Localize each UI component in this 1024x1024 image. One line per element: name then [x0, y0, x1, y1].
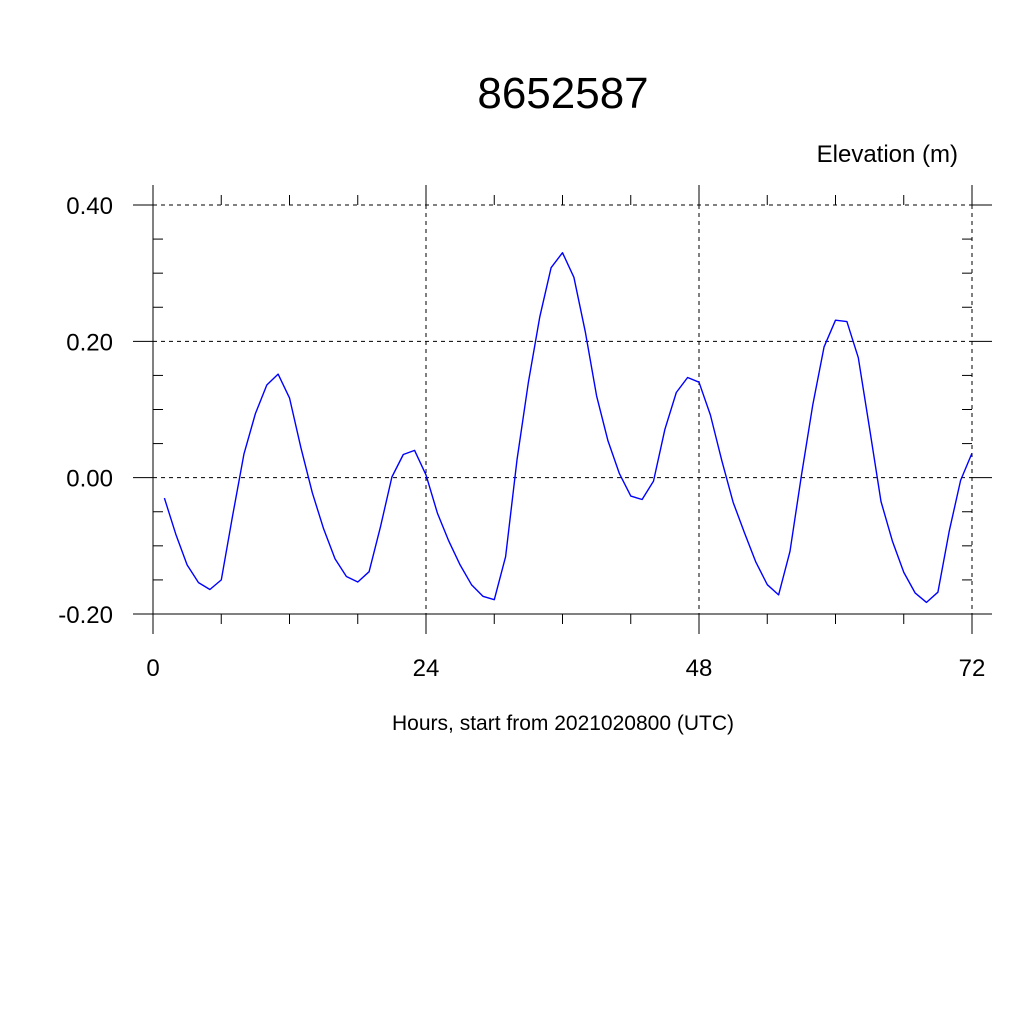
axis-ticks	[133, 185, 992, 634]
y-axis-unit-label: Elevation (m)	[817, 141, 958, 168]
x-axis-label: Hours, start from 2021020800 (UTC)	[392, 712, 734, 735]
y-tick-label: 0.00	[66, 466, 113, 493]
y-tick-label: 0.20	[66, 329, 113, 356]
series-line	[163, 251, 973, 604]
x-tick-label: 48	[686, 655, 713, 682]
y-tick-label: -0.20	[58, 602, 113, 629]
x-tick-label: 0	[146, 655, 159, 682]
y-tick-labels: -0.20 0.00 0.20 0.40	[58, 193, 113, 629]
series-group	[163, 251, 973, 604]
x-tick-label: 24	[413, 655, 440, 682]
grid-lines	[152, 204, 973, 615]
x-tick-label: 72	[959, 655, 986, 682]
y-tick-label: 0.40	[66, 193, 113, 220]
x-tick-labels: 0 24 48 72	[146, 655, 985, 682]
chart-title: 8652587	[477, 69, 648, 118]
